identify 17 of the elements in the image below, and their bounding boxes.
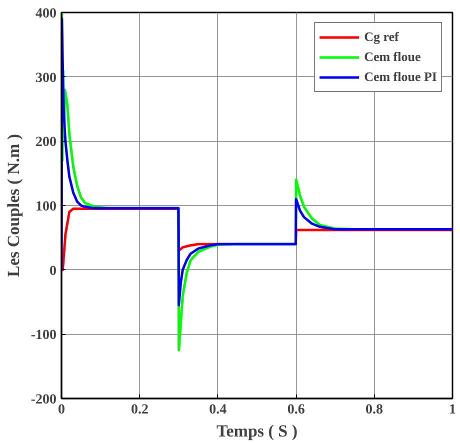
x-tick-label: 0.4 <box>209 402 227 418</box>
y-tick-label: -200 <box>30 392 57 408</box>
x-axis-title: Temps ( S ) <box>216 422 298 440</box>
legend-label: Cem floue <box>364 49 421 65</box>
x-tick-label: 0.6 <box>287 402 305 418</box>
x-tick-label: 0.8 <box>366 402 384 418</box>
x-tick-label: 1 <box>449 402 456 418</box>
y-tick-label: 300 <box>36 70 56 86</box>
y-tick-label: 400 <box>36 6 56 22</box>
legend-label: Cg ref <box>364 29 399 45</box>
y-tick-label: 0 <box>50 264 56 279</box>
y-axis-title: Les Couples ( N.m ) <box>4 134 23 278</box>
y-tick-label: 100 <box>36 200 56 214</box>
y-tick-label: -100 <box>30 328 57 344</box>
x-tick-label: 0.2 <box>130 402 148 418</box>
y-tick-label: 200 <box>36 135 56 150</box>
legend-label: Cem floue PI <box>364 69 437 85</box>
